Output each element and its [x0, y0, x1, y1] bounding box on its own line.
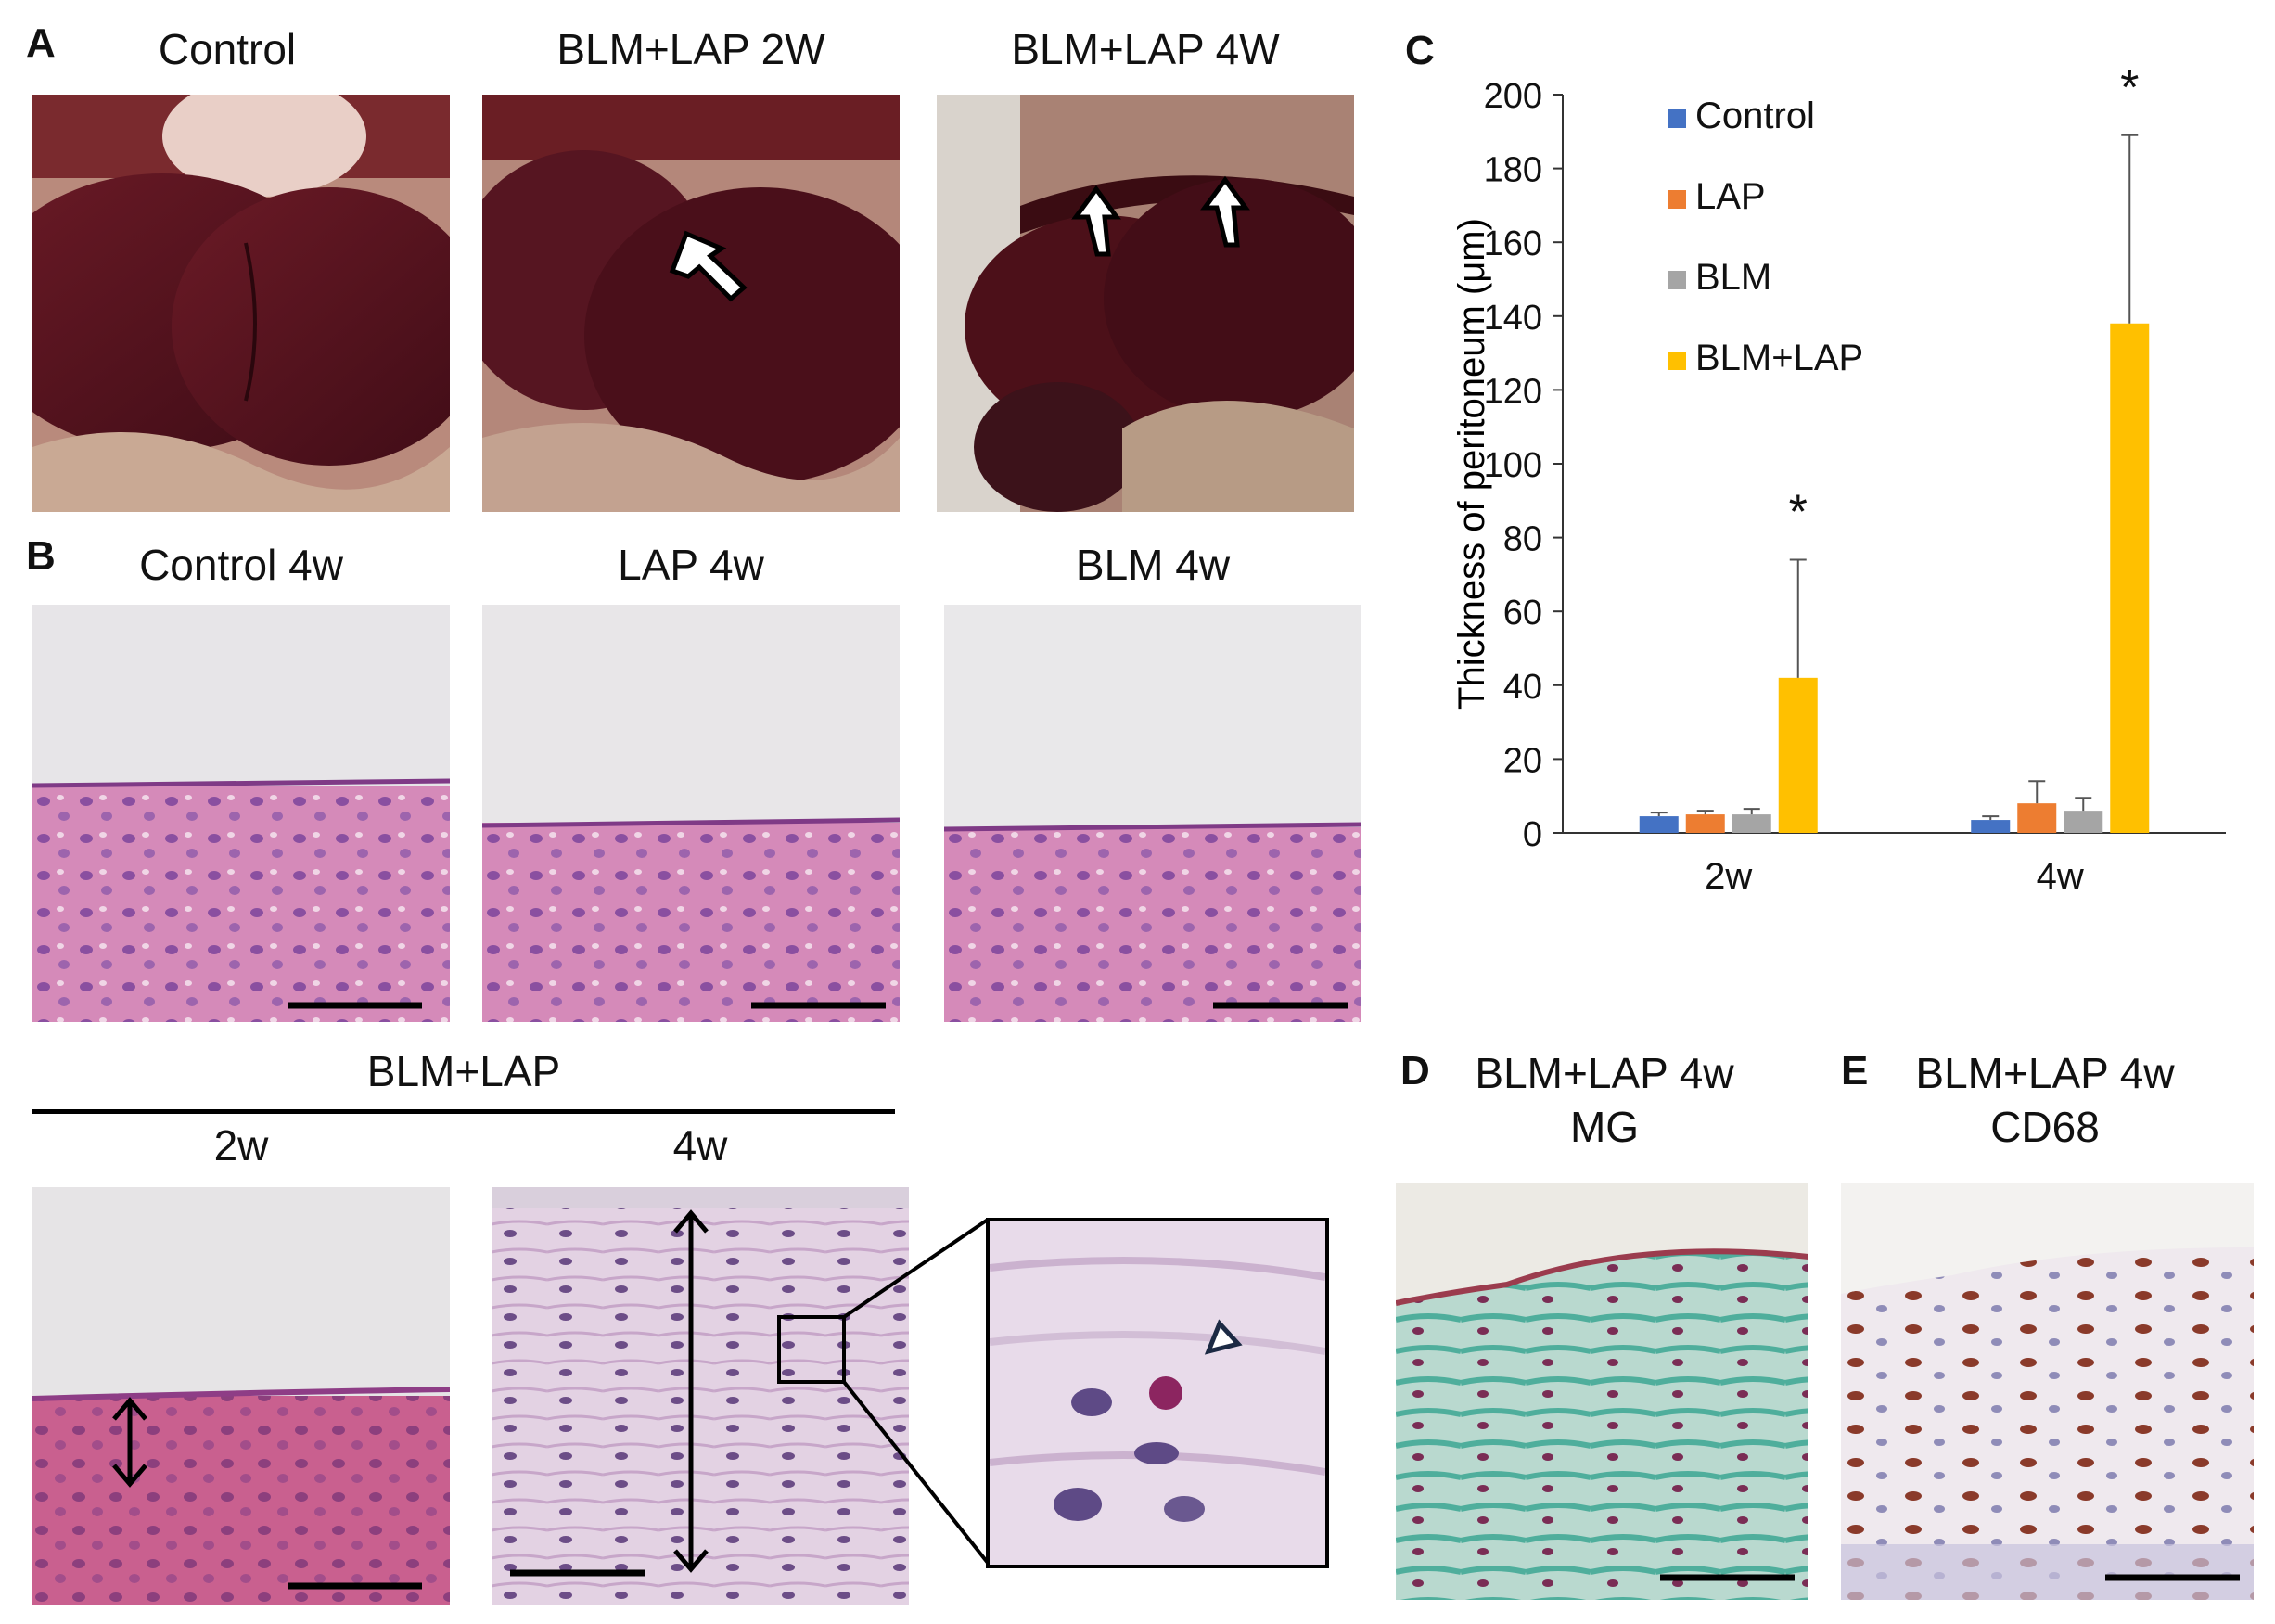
panel-e-title-line1: BLM+LAP 4w: [1915, 1049, 2175, 1097]
liver-photo-control: [32, 95, 450, 512]
legend-label: BLM+LAP: [1695, 338, 1863, 378]
panel-a-title-4w: BLM+LAP 4W: [1011, 25, 1280, 73]
thickness-bar-chart: 0 20 40 60 80 100 120 140 160 180 200 * * 2w 4w Cont…: [1451, 61, 2226, 897]
y-tick-label: 160: [1484, 224, 1542, 263]
legend-swatch: [1668, 109, 1686, 128]
bar: [1639, 816, 1679, 833]
bar: [1778, 677, 1818, 833]
legend-label: BLM: [1695, 257, 1771, 298]
y-tick-label: 140: [1484, 299, 1542, 338]
x-tick-label: 4w: [2037, 856, 2084, 897]
x-tick-label: 2w: [1705, 856, 1752, 897]
group-divider: [32, 1109, 895, 1114]
bar: [2017, 803, 2057, 833]
legend-swatch: [1668, 190, 1686, 209]
panel-e-title-line2: CD68: [1990, 1103, 2100, 1151]
bar: [1971, 820, 2011, 833]
panel-e-title: BLM+LAP 4w CD68: [1841, 1046, 2249, 1154]
y-tick-label: 60: [1503, 594, 1542, 633]
panel-b-title-lap: LAP 4w: [618, 541, 764, 589]
bar: [2110, 323, 2150, 833]
he-section-lap: [482, 605, 900, 1022]
zoom-inset: [986, 1218, 1329, 1568]
panel-b-title-blm: BLM 4w: [1075, 541, 1231, 589]
liver-photo-blm-lap-4w: [937, 95, 1354, 512]
legend-swatch: [1668, 352, 1686, 370]
panel-c-label: C: [1405, 28, 1435, 73]
y-axis-label: Thickness of peritoneum (μm): [1451, 218, 1492, 710]
bar: [1685, 814, 1725, 833]
blm-lap-4w-title: 4w: [672, 1121, 728, 1170]
legend-label: LAP: [1695, 176, 1766, 217]
y-tick-label: 0: [1523, 815, 1542, 854]
liver-photo-blm-lap-2w: [482, 95, 900, 512]
thickness-arrow-icon: [112, 1397, 147, 1488]
mast-cell: [1149, 1376, 1182, 1410]
bar: [2064, 811, 2103, 833]
panel-b-title-control: Control 4w: [139, 541, 343, 589]
he-section-control: [32, 605, 450, 1022]
blm-lap-group-title: BLM+LAP: [366, 1047, 561, 1095]
y-tick-label: 200: [1484, 77, 1542, 116]
y-tick-label: 120: [1484, 372, 1542, 411]
zoom-connector: [842, 1218, 990, 1565]
panel-a-title-control: Control: [158, 25, 297, 73]
cd68-stain-section: [1841, 1183, 2254, 1600]
arrow-icon: [669, 230, 748, 302]
significance-asterisk: *: [1789, 485, 1808, 539]
zoom-box: [777, 1315, 846, 1384]
y-tick-label: 80: [1503, 520, 1542, 559]
he-section-blm-lap-4w: [492, 1187, 909, 1605]
arrow-icon: [1200, 175, 1250, 248]
panel-a-title-2w: BLM+LAP 2W: [556, 25, 825, 73]
panel-b-label: B: [26, 533, 56, 579]
panel-d-title-line1: BLM+LAP 4w: [1475, 1049, 1734, 1097]
thickness-arrow-icon: [673, 1209, 709, 1573]
legend-swatch: [1668, 271, 1686, 289]
y-tick-label: 40: [1503, 668, 1542, 707]
arrowhead-icon: [1204, 1319, 1243, 1355]
panel-a-label: A: [26, 20, 56, 66]
bar: [1732, 814, 1771, 833]
y-tick-label: 100: [1484, 446, 1542, 485]
y-tick-label: 180: [1484, 151, 1542, 190]
panel-d-label: D: [1400, 1048, 1430, 1093]
arrow-icon: [1071, 185, 1121, 257]
blm-lap-2w-title: 2w: [213, 1121, 269, 1170]
he-section-blm: [944, 605, 1361, 1022]
legend-label: Control: [1695, 96, 1815, 136]
he-section-blm-lap-2w: [32, 1187, 450, 1605]
y-tick-label: 20: [1503, 741, 1542, 780]
mg-stain-section: [1396, 1183, 1808, 1600]
panel-d-title-line2: MG: [1569, 1103, 1640, 1151]
panel-d-title: BLM+LAP 4w MG: [1400, 1046, 1808, 1154]
significance-asterisk: *: [2120, 61, 2139, 115]
panel-e-label: E: [1841, 1048, 1869, 1093]
